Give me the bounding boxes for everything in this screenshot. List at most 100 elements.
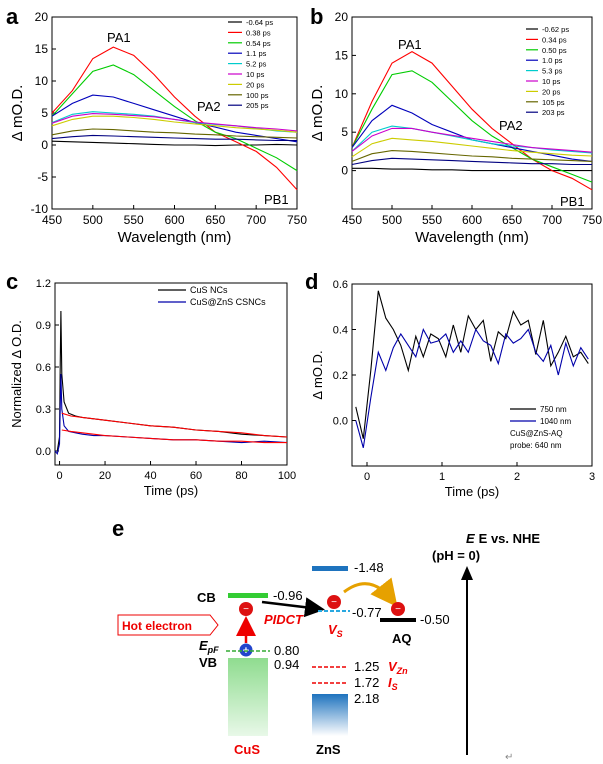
series-line-d-0 xyxy=(355,290,589,439)
y-tick-label-c: 0.9 xyxy=(36,320,51,332)
cus-cb-level xyxy=(228,593,268,598)
x-axis-label-b: Wavelength (nm) xyxy=(415,229,529,246)
legend-label-a-0: -0.64 ps xyxy=(246,18,273,27)
aq-electron-symbol: − xyxy=(395,604,401,615)
cus-label: CuS xyxy=(234,742,260,757)
zns-label: ZnS xyxy=(316,742,341,757)
vs-electron xyxy=(327,595,341,609)
y-tick-label-a: 15 xyxy=(35,42,49,56)
series-line-a-2 xyxy=(51,64,298,172)
y-tick-label-b: 20 xyxy=(335,10,349,24)
x-tick-label-d: 0 xyxy=(364,471,370,483)
legend-label-b-2: 0.50 ps xyxy=(542,46,567,55)
x-tick-label-a: 700 xyxy=(246,213,266,227)
legend-label-a-7: 100 ps xyxy=(246,91,269,100)
zns-cb-level xyxy=(312,566,348,571)
is-value: 1.72 xyxy=(354,675,379,690)
legend-label-b-6: 20 ps xyxy=(542,87,561,96)
chart-a: 450 500 550 600 650 700 750 -10 -5 0 5 10 15 20 Wavele… xyxy=(9,10,307,246)
legend-label-b-0: -0.62 ps xyxy=(542,25,569,34)
series-line-c-0 xyxy=(55,310,288,452)
legend-note-d-0: CuS@ZnS-AQ xyxy=(510,429,563,438)
y-tick-label-a: 10 xyxy=(35,74,49,88)
legend-label-b-8: 203 ps xyxy=(542,108,565,117)
aq-level xyxy=(380,618,416,622)
x-tick-label-c: 80 xyxy=(235,470,247,482)
plot-frame-c xyxy=(54,282,288,466)
hot-electron-label: Hot electron xyxy=(122,619,192,633)
legend-label-a-4: 5.2 ps xyxy=(246,60,267,69)
x-tick-label-d: 3 xyxy=(589,471,595,483)
y-tick-label-a: 20 xyxy=(35,10,49,24)
x-tick-label-b: 500 xyxy=(382,213,402,227)
aq-electron xyxy=(391,602,405,616)
y-axis-label-b: Δ mO.D. xyxy=(309,85,326,142)
legend-label-a-1: 0.38 ps xyxy=(246,28,271,37)
epf-value: 0.80 xyxy=(274,643,299,658)
series-line-a-0 xyxy=(51,140,298,147)
series-line-b-4 xyxy=(351,125,593,154)
x-tick-label-a: 450 xyxy=(42,213,62,227)
y-tick-label-d: 0.6 xyxy=(333,279,348,291)
series-line-c-3 xyxy=(61,429,287,444)
x-tick-label-a: 550 xyxy=(124,213,144,227)
epf-label: EpF xyxy=(199,638,219,655)
legend-label-a-3: 1.1 ps xyxy=(246,49,267,58)
energy-axis-subtitle: (pH = 0) xyxy=(432,548,480,563)
hot-electron-box xyxy=(117,614,219,636)
series-line-b-6 xyxy=(351,137,593,158)
energy-axis-arrowhead xyxy=(461,566,473,580)
series-line-a-7 xyxy=(51,128,298,139)
aq-label: AQ xyxy=(392,631,412,646)
legend-note-d-1: probe: 640 nm xyxy=(510,441,562,450)
chart-d: 0 1 2 3 0.0 0.2 0.4 0.6 Time (ps) Δ mO.D. 750 nm 10… xyxy=(310,279,595,499)
y-axis-label-d: Δ mO.D. xyxy=(310,350,325,399)
panel-letter-c: c xyxy=(6,269,18,294)
y-tick-label-d: 0.0 xyxy=(333,416,348,428)
y-tick-label-c: 0.0 xyxy=(36,446,51,458)
x-tick-label-b: 650 xyxy=(502,213,522,227)
legend-label-c-1: CuS@ZnS CSNCs xyxy=(190,297,266,307)
y-axis-label-a: Δ mO.D. xyxy=(9,85,26,142)
legend-label-a-2: 0.54 ps xyxy=(246,39,271,48)
x-tick-label-d: 1 xyxy=(439,471,445,483)
aq-value: -0.50 xyxy=(420,612,450,627)
cus-hole xyxy=(239,643,253,657)
x-tick-label-d: 2 xyxy=(514,471,520,483)
annotation-a-2: PB1 xyxy=(264,192,289,207)
y-tick-label-a: 0 xyxy=(41,138,48,152)
legend-label-b-1: 0.34 ps xyxy=(542,35,567,44)
annotation-a-1: PA2 xyxy=(197,99,221,114)
x-tick-label-b: 450 xyxy=(342,213,362,227)
legend-label-a-5: 10 ps xyxy=(246,70,265,79)
series-line-a-5 xyxy=(51,113,298,132)
x-axis-label-d: Time (ps) xyxy=(445,484,499,499)
y-tick-label-c: 1.2 xyxy=(36,278,51,290)
series-line-d-1 xyxy=(355,328,589,448)
vs-value: -0.77 xyxy=(352,605,382,620)
panel-letter-d: d xyxy=(305,269,318,294)
series-line-a-1 xyxy=(51,46,298,191)
legend-label-a-6: 20 ps xyxy=(246,80,265,89)
y-tick-label-a: -5 xyxy=(37,170,48,184)
x-tick-label-a: 750 xyxy=(287,213,307,227)
zns-vb-value: 2.18 xyxy=(354,691,379,706)
pidct-arrow xyxy=(261,597,325,618)
y-tick-label-c: 0.6 xyxy=(36,362,51,374)
x-tick-label-c: 60 xyxy=(190,470,202,482)
plot-frame-d xyxy=(351,283,593,467)
x-tick-label-a: 650 xyxy=(205,213,225,227)
x-tick-label-b: 550 xyxy=(422,213,442,227)
legend-label-b-5: 10 ps xyxy=(542,77,561,86)
x-tick-label-c: 100 xyxy=(278,470,296,482)
is-label: IS xyxy=(388,675,398,692)
x-axis-label-c: Time (ps) xyxy=(144,483,198,498)
annotation-b-0: PA1 xyxy=(398,37,422,52)
legend-label-b-3: 1.0 ps xyxy=(542,56,563,65)
x-tick-label-c: 40 xyxy=(144,470,156,482)
cus-vb-value: 0.94 xyxy=(274,657,299,672)
legend-label-d-1: 1040 nm xyxy=(540,417,571,426)
series-line-b-8 xyxy=(351,157,592,166)
